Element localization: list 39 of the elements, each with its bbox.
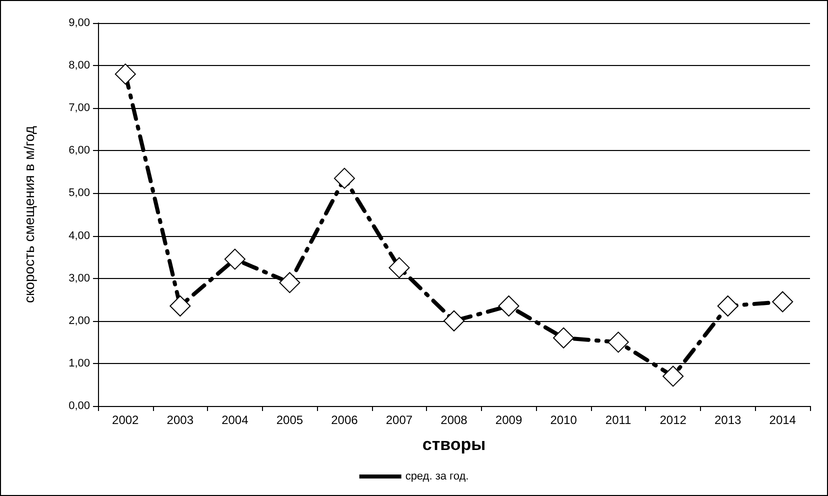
y-tick-label: 5,00 (68, 187, 90, 200)
point (170, 295, 191, 316)
point (498, 295, 520, 316)
x-tick-label: 2005 (276, 413, 304, 427)
x-tick-label: 2009 (495, 413, 522, 427)
y-tick-label: 9,00 (68, 17, 90, 29)
x-axis-title: створы (422, 435, 486, 454)
x-tick-label: 2006 (331, 413, 358, 427)
point (662, 366, 684, 387)
y-tick-label: 0,00 (68, 400, 90, 412)
point (388, 257, 410, 278)
y-tick-label: 2,00 (68, 314, 90, 327)
x-tick-label: 2002 (112, 413, 140, 427)
x-tick-label: 2010 (550, 413, 578, 427)
point (608, 332, 629, 353)
x-tick-label: 2012 (660, 413, 687, 427)
x-tick-label: 2011 (605, 413, 632, 427)
x-tick-label: 2014 (769, 413, 796, 427)
point (553, 327, 574, 348)
x-tick-label: 2007 (386, 413, 413, 427)
y-tick-label: 1,00 (68, 357, 90, 370)
y-axis-title: скорость смещения в м/год (21, 126, 37, 304)
y-tick-label: 7,00 (68, 102, 90, 114)
x-tick-label: 2013 (714, 413, 742, 427)
y-tick-label: 8,00 (68, 60, 90, 72)
point (334, 168, 355, 189)
point (717, 295, 738, 316)
point (772, 291, 794, 312)
point (114, 64, 136, 85)
y-tick-label: 4,00 (68, 230, 90, 242)
legend-label: сред. за год. (405, 470, 469, 482)
x-tick-label: 2003 (166, 413, 194, 427)
x-tick-label: 2008 (440, 413, 468, 427)
y-tick-label: 6,00 (68, 144, 90, 157)
y-tick-label: 3,00 (68, 272, 90, 284)
x-tick-label: 2004 (222, 413, 249, 427)
point (224, 248, 246, 270)
point (279, 272, 300, 294)
point (444, 310, 464, 332)
